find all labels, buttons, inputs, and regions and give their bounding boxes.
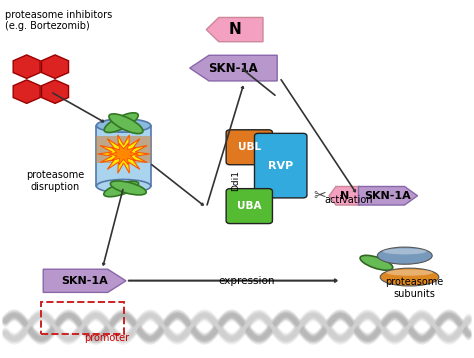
Text: Ddi1: Ddi1 — [232, 170, 240, 191]
Text: N: N — [228, 22, 241, 37]
Bar — [41, 302, 124, 334]
Polygon shape — [42, 80, 69, 103]
Bar — [96, 136, 151, 163]
Bar — [96, 126, 151, 186]
Text: SKN-1A: SKN-1A — [365, 191, 411, 201]
Ellipse shape — [386, 270, 433, 276]
Polygon shape — [329, 187, 360, 205]
Ellipse shape — [109, 114, 143, 134]
Polygon shape — [13, 80, 40, 103]
Polygon shape — [13, 55, 40, 78]
FancyBboxPatch shape — [226, 130, 273, 165]
Ellipse shape — [110, 181, 146, 195]
Polygon shape — [206, 18, 263, 42]
Text: promoter: promoter — [84, 333, 129, 343]
FancyBboxPatch shape — [255, 133, 307, 198]
Text: UBL: UBL — [238, 142, 261, 152]
Ellipse shape — [360, 255, 393, 270]
Text: expression: expression — [218, 276, 275, 286]
Ellipse shape — [96, 119, 151, 132]
Polygon shape — [190, 55, 277, 81]
Polygon shape — [42, 55, 69, 78]
Ellipse shape — [377, 247, 432, 264]
Text: ✂: ✂ — [313, 188, 326, 203]
Ellipse shape — [104, 181, 138, 197]
Ellipse shape — [104, 113, 138, 132]
Text: SKN-1A: SKN-1A — [61, 276, 108, 286]
Text: SKN-1A: SKN-1A — [209, 62, 258, 74]
Text: N: N — [340, 191, 349, 201]
Text: RVP: RVP — [268, 161, 293, 171]
Text: proteasome inhibitors
(e.g. Bortezomib): proteasome inhibitors (e.g. Bortezomib) — [5, 10, 113, 31]
Text: proteasome
disruption: proteasome disruption — [26, 170, 84, 192]
Polygon shape — [109, 143, 139, 165]
Ellipse shape — [380, 268, 439, 286]
Ellipse shape — [383, 248, 427, 255]
Polygon shape — [43, 269, 126, 292]
Text: proteasome
subunits: proteasome subunits — [385, 277, 443, 299]
Text: UBA: UBA — [237, 201, 262, 211]
Polygon shape — [98, 135, 150, 173]
Text: activation: activation — [324, 195, 373, 205]
FancyBboxPatch shape — [226, 189, 273, 224]
Polygon shape — [358, 187, 418, 205]
Ellipse shape — [96, 179, 151, 193]
